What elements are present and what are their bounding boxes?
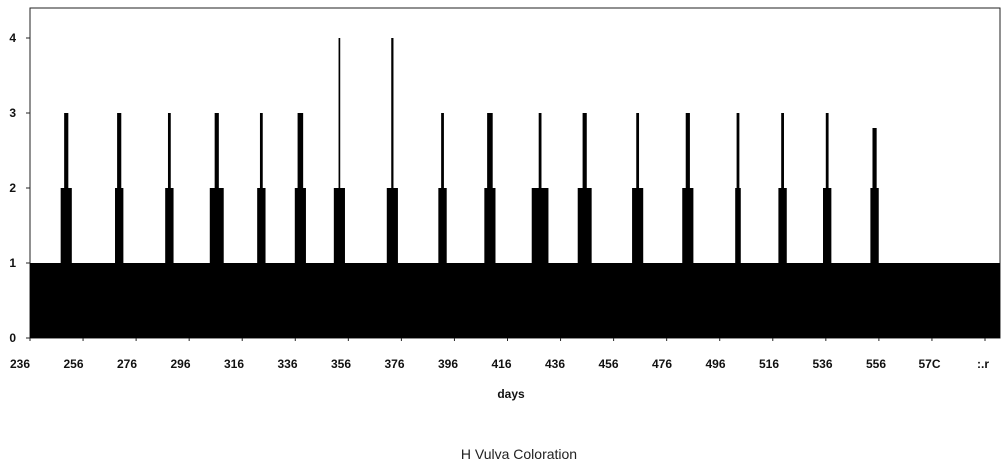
x-tick-label-8: 396 [438,357,458,371]
series-peak-spike-16 [825,113,829,189]
series-baseline-area [30,263,1000,338]
y-tick-label-0: 0 [9,331,16,345]
x-tick-label-11: 456 [598,357,618,371]
x-tick-label-14: 516 [759,357,779,371]
series-peak-spike-13 [685,113,690,189]
x-tick-label-15: 536 [812,357,832,371]
series-peak-spike-7 [391,38,394,189]
x-tick-label-9: 416 [491,357,511,371]
x-tick-label-17: 57C [918,357,940,371]
y-tick-label-4: 4 [9,31,16,45]
series-layer [30,38,1000,338]
y-tick-label-2: 2 [9,181,16,195]
y-tick-label-3: 3 [9,106,16,120]
x-axis-title: days [497,387,525,401]
series-level2-bar-6 [333,188,345,264]
series-peak-spike-1 [117,113,122,189]
x-tick-label-12: 476 [652,357,672,371]
series-peak-spike-0 [64,113,69,189]
x-axis: 236 256 276 296 316 336 356 376 396 416 436 456 476 4… [10,338,989,371]
x-tick-label-16: 556 [866,357,886,371]
series-level2-bar-12 [632,188,644,264]
series-peak-spike-6 [338,38,341,189]
x-tick-label-13: 496 [705,357,725,371]
x-tick-label-6: 356 [331,357,351,371]
series-level2-bar-17 [870,188,879,264]
series-level2-bar-15 [778,188,787,264]
series-peak-spike-12 [636,113,640,189]
legend: H Vulva Coloration [461,446,577,462]
x-tick-label-10: 436 [545,357,565,371]
series-level2-bar-3 [209,188,224,264]
series-level2-bar-10 [531,188,549,264]
series-peak-spike-9 [487,113,493,189]
x-tick-label-5: 336 [277,357,297,371]
series-level2-bar-13 [682,188,694,264]
series-peak-spike-5 [297,113,304,189]
series-level2-bar-0 [60,188,72,264]
series-peak-spike-15 [781,113,784,189]
series-level2-bar-5 [294,188,306,264]
series-level2-bar-9 [484,188,496,264]
x-tick-label-3: 296 [170,357,190,371]
x-tick-label-0: 236 [10,357,30,371]
y-tick-label-1: 1 [9,256,16,270]
series-level2-bar-4 [257,188,266,264]
x-tick-label-18: :.r [977,357,989,371]
x-tick-label-2: 276 [117,357,137,371]
series-peak-spike-3 [214,113,219,189]
x-tick-label-1: 256 [63,357,83,371]
series-level2-bar-11 [577,188,592,264]
series-peak-spike-4 [259,113,263,189]
series-level2-bar-2 [165,188,174,264]
series-peak-spike-11 [582,113,587,189]
legend-entry-label: H Vulva Coloration [461,446,577,462]
series-peak-spike-17 [872,128,877,189]
y-axis: 0 1 2 3 4 [9,31,30,345]
series-peak-spike-14 [736,113,740,189]
series-level2-bar-7 [386,188,398,264]
series-level2-bar-16 [823,188,832,264]
series-peak-spike-8 [441,113,444,189]
series-level2-bar-8 [438,188,447,264]
series-peak-spike-2 [167,113,171,189]
series-level2-bar-1 [115,188,124,264]
series-level2-bar-14 [735,188,741,264]
x-tick-label-4: 316 [224,357,244,371]
x-tick-label-7: 376 [384,357,404,371]
series-peak-spike-10 [538,113,542,189]
